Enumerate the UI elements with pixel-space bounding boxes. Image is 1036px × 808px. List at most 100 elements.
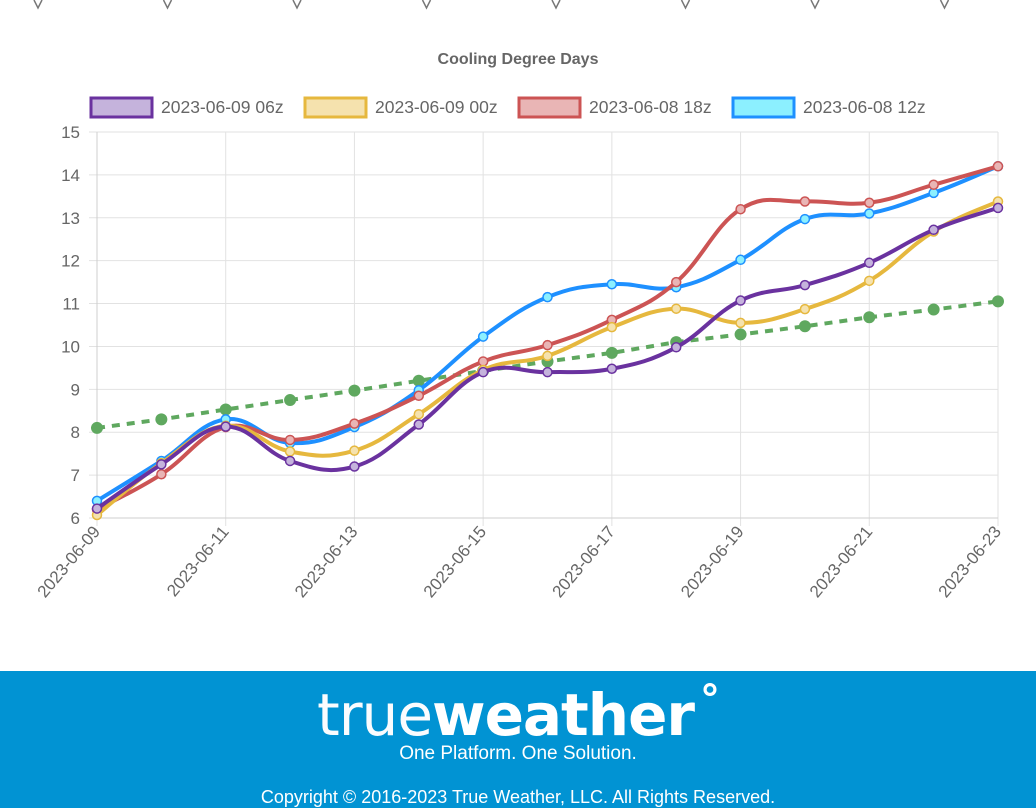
- tick-fragment: [939, 0, 950, 10]
- series-2023-06-08 12z: [91, 161, 1004, 507]
- logo-weather: weather: [432, 681, 695, 749]
- data-point: [477, 366, 489, 378]
- tick-fragment: [292, 0, 302, 10]
- y-axis: 6 7 8 9 10 11 12 13 14 15: [61, 123, 80, 528]
- data-point: [864, 257, 875, 269]
- data-point: [412, 374, 425, 387]
- data-point: [928, 224, 939, 236]
- data-point: [928, 179, 939, 191]
- data-point: [799, 303, 811, 315]
- y-tick-label: 15: [61, 123, 80, 142]
- tick-fragment: [33, 0, 43, 10]
- x-axis: 2023-06-09 2023-06-11 2023-06-13 2023-06-15…: [34, 522, 1005, 601]
- series-lines: [91, 161, 1004, 521]
- tick-fragment: [421, 0, 432, 10]
- data-point: [542, 291, 553, 303]
- data-point: [864, 208, 875, 219]
- y-tick-label: 14: [61, 166, 80, 185]
- data-point: [284, 455, 296, 467]
- series-line: [95, 164, 999, 503]
- data-point: [735, 295, 746, 306]
- cooling-degree-days-chart: Cooling Degree Days 2023-06-09 06z 2023-0…: [33, 0, 1005, 601]
- legend-swatch: [731, 96, 796, 119]
- data-point: [606, 279, 618, 290]
- legend-label: 2023-06-09 00z: [375, 97, 498, 117]
- y-tick-label: 13: [61, 209, 80, 228]
- data-point: [670, 303, 682, 314]
- legend-swatch: [303, 96, 368, 119]
- y-tick-label: 9: [71, 380, 80, 399]
- grid: [89, 131, 999, 526]
- y-tick-label: 10: [61, 337, 80, 356]
- tick-fragment: [162, 0, 173, 10]
- series-2023-06-09 06z: [91, 202, 1004, 514]
- series-normal: [91, 295, 1004, 434]
- x-tick-label: 2023-06-09: [34, 522, 104, 601]
- y-tick-label: 8: [71, 423, 80, 442]
- data-point: [91, 421, 103, 434]
- data-point: [670, 342, 682, 353]
- y-tick-label: 7: [71, 466, 80, 485]
- data-point: [864, 197, 875, 209]
- y-tick-label: 6: [71, 509, 80, 528]
- data-point: [477, 356, 489, 367]
- data-point: [799, 279, 811, 291]
- legend-swatch: [89, 96, 154, 119]
- data-point: [156, 459, 167, 470]
- x-tick-label: 2023-06-15: [420, 522, 490, 601]
- tick-fragment: [551, 0, 561, 10]
- data-point: [735, 317, 746, 329]
- data-point: [606, 363, 618, 374]
- data-point: [735, 203, 746, 215]
- data-point: [542, 339, 553, 351]
- y-tick-label: 12: [61, 252, 80, 271]
- data-point: [863, 311, 876, 324]
- data-point: [542, 350, 553, 362]
- x-tick-label: 2023-06-21: [806, 522, 876, 601]
- data-point: [219, 403, 232, 416]
- data-point: [349, 445, 360, 456]
- tick-fragment: [680, 0, 691, 10]
- tick-fragment: [810, 0, 820, 10]
- legend: 2023-06-09 06z 2023-06-09 00z 2023-06-08 1…: [89, 96, 926, 119]
- x-tick-label: 2023-06-11: [163, 522, 233, 600]
- legend-label: 2023-06-08 12z: [803, 97, 926, 117]
- data-point: [992, 161, 1004, 172]
- data-point: [284, 394, 297, 407]
- x-tick-label: 2023-06-23: [935, 522, 1005, 601]
- footer: trueweather ° One Platform. One Solution.…: [0, 671, 1036, 808]
- data-point: [606, 321, 618, 333]
- data-point: [348, 384, 361, 397]
- data-point: [413, 419, 425, 430]
- data-point: [477, 331, 489, 342]
- legend-swatch: [517, 96, 582, 119]
- data-point: [864, 275, 875, 287]
- data-point: [542, 366, 553, 378]
- x-tick-label: 2023-06-13: [291, 522, 361, 601]
- legend-label: 2023-06-08 18z: [589, 97, 712, 117]
- data-point: [349, 418, 360, 429]
- trueweather-logo[interactable]: trueweather °: [0, 677, 1036, 749]
- logo-true: true: [316, 681, 433, 749]
- data-point: [799, 213, 811, 225]
- data-point: [155, 413, 168, 426]
- data-point: [992, 295, 1004, 308]
- data-point: [670, 276, 682, 288]
- data-point: [734, 328, 747, 341]
- tagline: One Platform. One Solution.: [399, 743, 637, 764]
- data-point: [220, 421, 231, 432]
- previous-chart-tick-fragments: [33, 0, 950, 10]
- data-point: [798, 320, 811, 333]
- chart-title: Cooling Degree Days: [438, 51, 599, 68]
- data-point: [91, 503, 103, 514]
- data-point: [735, 254, 746, 266]
- legend-label: 2023-06-09 06z: [161, 97, 284, 117]
- copyright: Copyright © 2016-2023 True Weather, LLC.…: [260, 787, 776, 807]
- x-tick-label: 2023-06-19: [677, 522, 747, 601]
- data-point: [605, 346, 618, 359]
- x-tick-label: 2023-06-17: [548, 522, 618, 601]
- logo-degree-icon: °: [700, 677, 720, 723]
- data-point: [927, 303, 940, 316]
- data-point: [156, 469, 167, 480]
- data-point: [284, 446, 296, 457]
